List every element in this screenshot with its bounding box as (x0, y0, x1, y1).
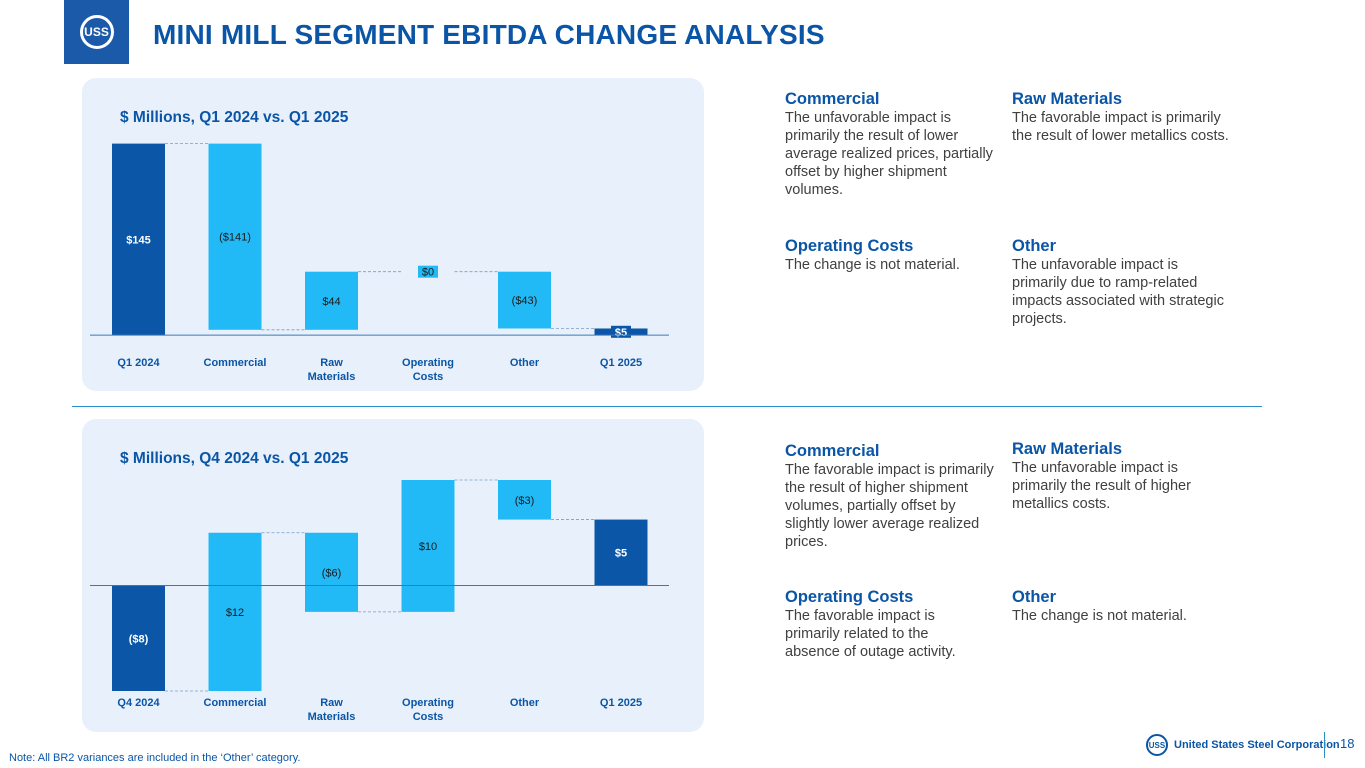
footnote: Note: All BR2 variances are included in … (9, 752, 301, 764)
page-title: MINI MILL SEGMENT EBITDA CHANGE ANALYSIS (153, 19, 825, 50)
commentary-heading: Other (1012, 588, 1057, 606)
category-label-q1-2025: Q1 2025 (600, 357, 642, 369)
commentary-text: The change is not material. (785, 257, 960, 273)
data-label-operating-costs: $0 (422, 267, 434, 279)
data-label-raw-materials: ($6) (322, 567, 342, 579)
bar-operating-costs (401, 480, 455, 612)
commentary-text: The unfavorable impact is primarily the … (785, 110, 993, 198)
data-label-commercial: $12 (226, 607, 244, 619)
waterfall-chart-q1-2024-vs-q1-2025: $ Millions, Q1 2024 vs. Q1 2025 $145 Q1 20… (90, 109, 669, 383)
bar-q1-2024 (112, 143, 165, 336)
commentary-text: The unfavorable impact is primarily the … (1012, 460, 1191, 512)
commentary-bottom-raw-materials: Raw Materials The unfavorable impact is … (1012, 439, 1232, 513)
category-label-q4-2024: Q4 2024 (117, 697, 160, 709)
commentary-text: The unfavorable impact is primarily due … (1012, 257, 1224, 327)
category-label-operating-costs: Operating Costs (402, 697, 454, 723)
bar-commercial (208, 532, 262, 691)
footer-divider (1324, 732, 1325, 758)
category-label-commercial: Commercial (204, 357, 267, 369)
commentary-heading: Commercial (785, 442, 880, 460)
data-label-operating-costs: $10 (419, 541, 437, 553)
data-label-raw-materials: $44 (322, 296, 340, 308)
category-label-raw-materials: Raw Materials (308, 697, 356, 723)
chart-title: $ Millions, Q4 2024 vs. Q1 2025 (120, 450, 349, 467)
bar-other (498, 480, 551, 520)
bar-raw-materials (305, 532, 358, 612)
commentary-heading: Operating Costs (785, 588, 914, 606)
uss-logo: USS (64, 0, 129, 64)
category-label-commercial: Commercial (204, 697, 267, 709)
commentary-top-commercial: Commercial The unfavorable impact is pri… (785, 89, 1005, 199)
commentary-text: The favorable impact is primarily the re… (1012, 110, 1229, 144)
commentary-top-raw-materials: Raw Materials The favorable impact is pr… (1012, 89, 1232, 145)
category-label-operating-costs: Operating Costs (402, 357, 454, 383)
data-label-q1-2025: $5 (615, 548, 627, 560)
commentary-heading: Raw Materials (1012, 90, 1123, 108)
bar-raw-materials (305, 271, 358, 330)
commentary-text: The change is not material. (1012, 608, 1187, 624)
commentary-heading: Raw Materials (1012, 440, 1123, 458)
data-label-q1-2025: $5 (615, 327, 627, 339)
category-label-q1-2024: Q1 2024 (117, 357, 160, 369)
data-label-other: ($43) (512, 295, 538, 307)
footer-logo-mark: USS (1146, 734, 1168, 756)
page-number: 18 (1340, 736, 1355, 751)
commentary-top-operating-costs: Operating Costs The change is not materi… (785, 236, 1005, 274)
chart-panel-q1-vs-q1: $ Millions, Q1 2024 vs. Q1 2025 $145 Q1 20… (82, 78, 704, 391)
category-label-q1-2025: Q1 2025 (600, 697, 642, 709)
data-label-q4-2024: ($8) (129, 633, 149, 645)
commentary-bottom-commercial: Commercial The favorable impact is prima… (785, 441, 997, 551)
bar-other (498, 271, 551, 329)
chart-panel-q4-vs-q1: $ Millions, Q4 2024 vs. Q1 2025 ($8) Q4 20… (82, 419, 704, 732)
commentary-text: The favorable impact is primarily the re… (785, 462, 994, 550)
commentary-heading: Operating Costs (785, 237, 914, 255)
chart-title: $ Millions, Q1 2024 vs. Q1 2025 (120, 109, 349, 126)
commentary-text: The favorable impact is primarily relate… (785, 608, 956, 660)
commentary-heading: Other (1012, 237, 1057, 255)
data-label-other: ($3) (515, 495, 535, 507)
category-label-other: Other (510, 357, 540, 369)
category-label-raw-materials: Raw Materials (308, 357, 356, 383)
data-label-commercial: ($141) (219, 232, 251, 244)
bar-q4-2024 (112, 585, 165, 691)
category-label-other: Other (510, 697, 540, 709)
commentary-bottom-operating-costs: Operating Costs The favorable impact is … (785, 587, 985, 661)
commentary-heading: Commercial (785, 90, 880, 108)
commentary-bottom-other: Other The change is not material. (1012, 587, 1232, 625)
bar-q1-2025 (594, 519, 648, 586)
footer-logo: USS United States Steel Corporation (1146, 734, 1340, 756)
data-label-q1-2024: $145 (126, 234, 150, 246)
footer-company-name: United States Steel Corporation (1174, 739, 1340, 751)
waterfall-chart-q4-2024-vs-q1-2025: $ Millions, Q4 2024 vs. Q1 2025 ($8) Q4 20… (90, 450, 669, 723)
commentary-top-other: Other The unfavorable impact is primaril… (1012, 236, 1232, 328)
bar-commercial (208, 143, 262, 330)
section-divider (72, 406, 1262, 407)
label-bg (418, 265, 438, 278)
uss-logo-mark: USS (79, 15, 114, 49)
